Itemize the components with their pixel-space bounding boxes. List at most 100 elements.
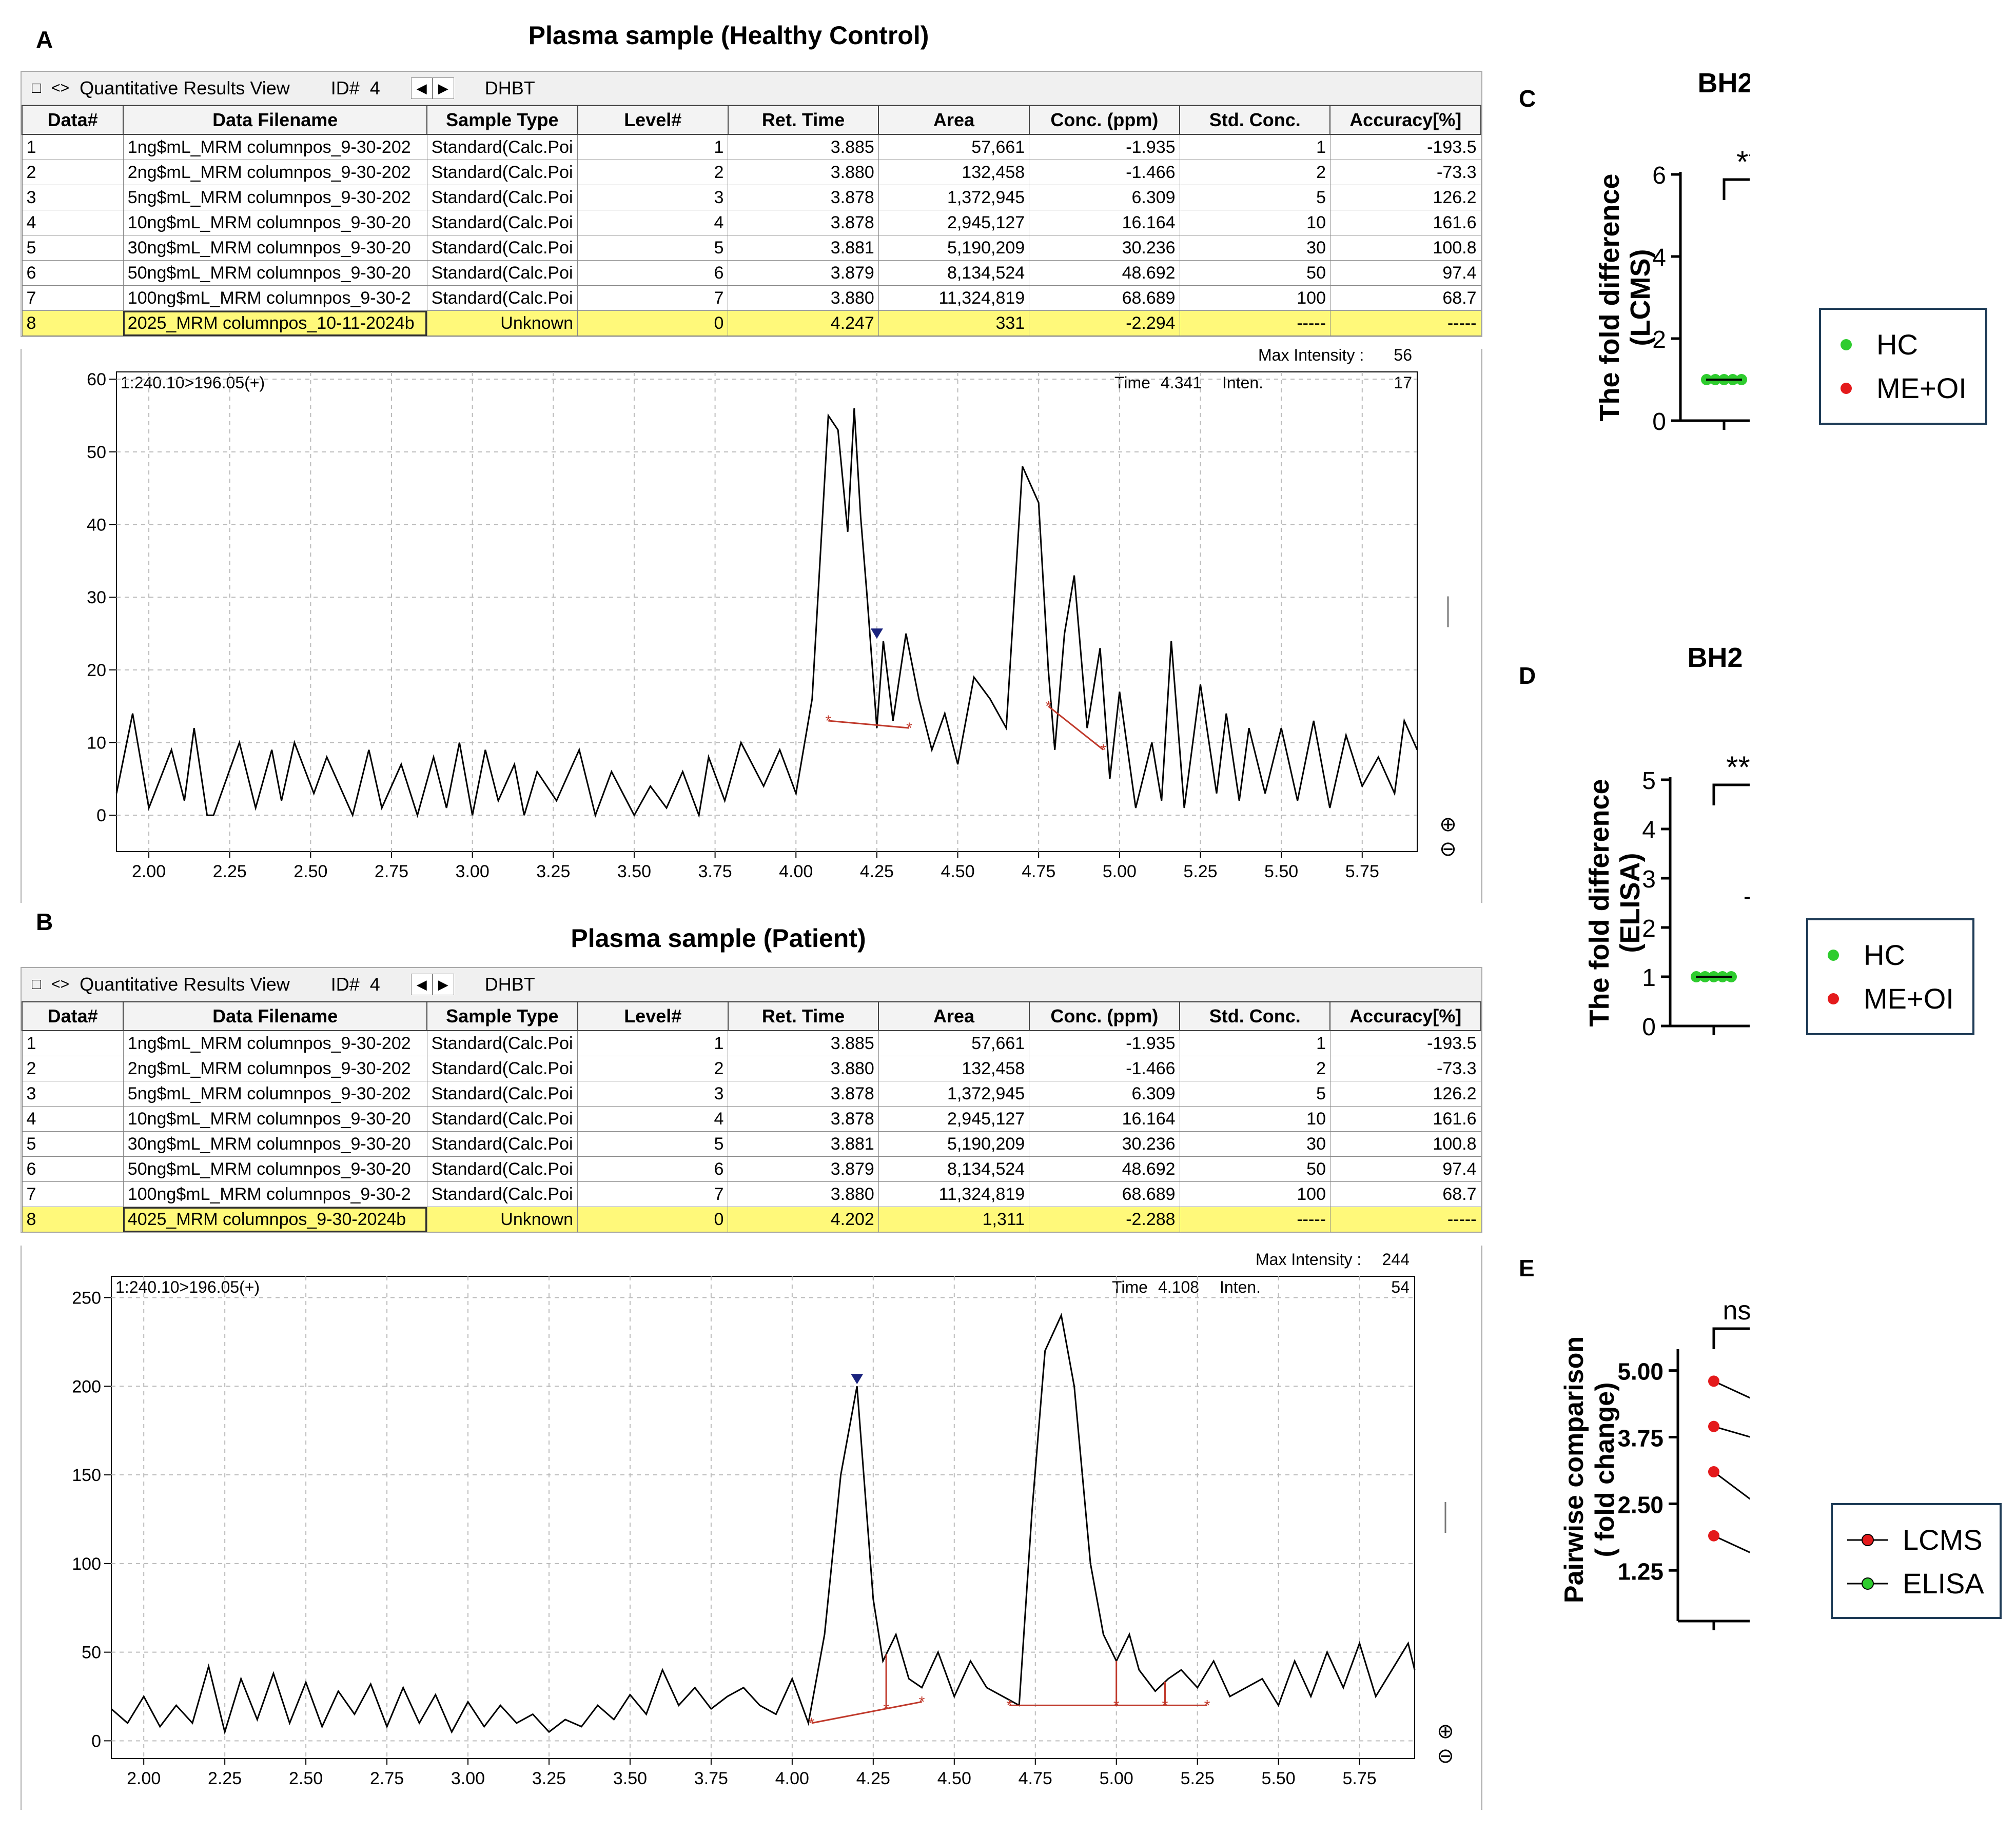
table-cell[interactable]: Standard(Calc.Poi [426, 210, 578, 235]
table-cell[interactable]: 10 [1179, 210, 1330, 235]
table-row[interactable]: 5 30ng$mL_MRM columnpos_9-30-20 Standard(C… [22, 1131, 1481, 1157]
column-header[interactable]: Sample Type [426, 105, 578, 135]
table-cell[interactable]: 161.6 [1329, 1106, 1481, 1132]
table-cell[interactable]: ----- [1329, 310, 1481, 336]
table-row[interactable]: 3 5ng$mL_MRM columnpos_9-30-202 Standard(C… [22, 185, 1481, 210]
table-cell[interactable]: 8 [22, 310, 124, 336]
column-header[interactable]: Data Filename [123, 105, 428, 135]
table-cell[interactable]: 68.689 [1029, 285, 1180, 311]
table-cell[interactable]: Standard(Calc.Poi [426, 134, 578, 160]
table-row[interactable]: 8 2025_MRM columnpos_10-11-2024b Unknown 0 4… [22, 310, 1481, 336]
table-cell[interactable]: 331 [878, 310, 1030, 336]
column-header[interactable]: Data# [21, 1001, 124, 1031]
table-cell[interactable]: 1,311 [878, 1207, 1030, 1232]
table-cell[interactable]: 5,190,209 [878, 235, 1030, 261]
table-cell[interactable]: 100ng$mL_MRM columnpos_9-30-2 [123, 285, 427, 311]
table-row[interactable]: 3 5ng$mL_MRM columnpos_9-30-202 Standard(C… [22, 1081, 1481, 1107]
table-cell[interactable]: 5 [1179, 1081, 1330, 1107]
table-cell[interactable]: 7 [577, 285, 729, 311]
table-cell[interactable]: -2.288 [1029, 1207, 1180, 1232]
table-row[interactable]: 7 100ng$mL_MRM columnpos_9-30-2 Standard(C… [22, 285, 1481, 311]
table-cell[interactable]: 1 [22, 134, 124, 160]
table-cell[interactable]: 8 [22, 1207, 124, 1232]
table-cell[interactable]: 100.8 [1329, 235, 1481, 261]
column-header[interactable]: Std. Conc. [1179, 105, 1331, 135]
table-cell[interactable]: 2 [1179, 1056, 1330, 1081]
table-cell[interactable]: 1,372,945 [878, 185, 1030, 210]
table-cell[interactable]: 0 [577, 310, 729, 336]
prev-compound-button[interactable]: ◀ [410, 974, 433, 995]
table-cell[interactable]: 1 [1179, 134, 1330, 160]
table-cell[interactable]: Unknown [426, 1207, 578, 1232]
table-cell[interactable]: 1,372,945 [878, 1081, 1030, 1107]
table-cell[interactable]: 2 [22, 1056, 124, 1081]
table-cell[interactable]: -193.5 [1329, 1030, 1481, 1056]
table-cell[interactable]: 68.7 [1329, 285, 1481, 311]
table-cell[interactable]: 4 [577, 1106, 729, 1132]
table-cell[interactable]: 3.878 [728, 210, 879, 235]
table-cell[interactable]: 2,945,127 [878, 1106, 1030, 1132]
table-cell[interactable]: 3.881 [728, 1131, 879, 1157]
table-cell[interactable]: 7 [22, 1181, 124, 1207]
table-cell[interactable]: 6.309 [1029, 185, 1180, 210]
table-cell[interactable]: 3.879 [728, 260, 879, 286]
table-cell[interactable]: 0 [577, 1207, 729, 1232]
table-cell[interactable]: 48.692 [1029, 260, 1180, 286]
table-cell[interactable]: 2ng$mL_MRM columnpos_9-30-202 [123, 160, 427, 185]
table-cell[interactable]: 6 [22, 260, 124, 286]
table-cell[interactable]: 30ng$mL_MRM columnpos_9-30-20 [123, 1131, 427, 1157]
table-row[interactable]: 7 100ng$mL_MRM columnpos_9-30-2 Standard(C… [22, 1181, 1481, 1207]
table-cell[interactable]: 11,324,819 [878, 285, 1030, 311]
table-cell[interactable]: 3.885 [728, 134, 879, 160]
table-cell[interactable]: 2,945,127 [878, 210, 1030, 235]
table-cell[interactable]: Standard(Calc.Poi [426, 1081, 578, 1107]
table-cell[interactable]: -73.3 [1329, 1056, 1481, 1081]
table-cell[interactable]: -1.935 [1029, 1030, 1180, 1056]
table-cell[interactable]: 3.878 [728, 1081, 879, 1107]
table-cell[interactable]: Standard(Calc.Poi [426, 1030, 578, 1056]
table-cell[interactable]: 5 [22, 1131, 124, 1157]
table-cell[interactable]: -193.5 [1329, 134, 1481, 160]
table-cell[interactable]: 5ng$mL_MRM columnpos_9-30-202 [123, 185, 427, 210]
table-cell[interactable]: 1ng$mL_MRM columnpos_9-30-202 [123, 1030, 427, 1056]
table-cell[interactable]: 3.878 [728, 1106, 879, 1132]
table-cell[interactable]: 5 [577, 1131, 729, 1157]
table-cell[interactable]: Standard(Calc.Poi [426, 1106, 578, 1132]
table-cell[interactable]: 3.880 [728, 1181, 879, 1207]
table-cell[interactable]: 8,134,524 [878, 260, 1030, 286]
table-cell[interactable]: 100 [1179, 1181, 1330, 1207]
table-cell[interactable]: 2 [22, 160, 124, 185]
table-cell[interactable]: 161.6 [1329, 210, 1481, 235]
table-cell[interactable]: Standard(Calc.Poi [426, 1056, 578, 1081]
table-cell[interactable]: 100.8 [1329, 1131, 1481, 1157]
table-cell[interactable]: 50ng$mL_MRM columnpos_9-30-20 [123, 260, 427, 286]
table-cell[interactable]: 132,458 [878, 160, 1030, 185]
table-cell[interactable]: 4 [22, 210, 124, 235]
table-cell[interactable]: 30 [1179, 1131, 1330, 1157]
column-header[interactable]: Area [878, 105, 1030, 135]
table-cell[interactable]: 6 [22, 1156, 124, 1182]
table-row[interactable]: 1 1ng$mL_MRM columnpos_9-30-202 Standard(C… [22, 134, 1481, 160]
table-row[interactable]: 8 4025_MRM columnpos_9-30-2024b Unknown 0 4.… [22, 1207, 1481, 1232]
table-cell[interactable]: -1.466 [1029, 160, 1180, 185]
table-cell[interactable]: 1 [577, 1030, 729, 1056]
table-cell[interactable]: 4.247 [728, 310, 879, 336]
table-cell[interactable]: ----- [1179, 1207, 1330, 1232]
table-cell[interactable]: 10ng$mL_MRM columnpos_9-30-20 [123, 210, 427, 235]
table-cell[interactable]: 97.4 [1329, 1156, 1481, 1182]
table-cell[interactable]: 30 [1179, 235, 1330, 261]
column-header[interactable]: Conc. (ppm) [1028, 1001, 1181, 1031]
column-header[interactable]: Accuracy[%] [1329, 1001, 1481, 1031]
table-cell[interactable]: 57,661 [878, 134, 1030, 160]
table-row[interactable]: 6 50ng$mL_MRM columnpos_9-30-20 Standard(C… [22, 1156, 1481, 1182]
table-cell[interactable]: 2 [1179, 160, 1330, 185]
table-cell[interactable]: 5 [577, 235, 729, 261]
table-cell[interactable]: 4025_MRM columnpos_9-30-2024b [123, 1207, 427, 1232]
table-cell[interactable]: 10 [1179, 1106, 1330, 1132]
table-cell[interactable]: 3.880 [728, 1056, 879, 1081]
table-cell[interactable]: 50 [1179, 260, 1330, 286]
table-cell[interactable]: Standard(Calc.Poi [426, 285, 578, 311]
column-header[interactable]: Ret. Time [727, 105, 879, 135]
table-cell[interactable]: -73.3 [1329, 160, 1481, 185]
table-cell[interactable]: 3 [22, 1081, 124, 1107]
